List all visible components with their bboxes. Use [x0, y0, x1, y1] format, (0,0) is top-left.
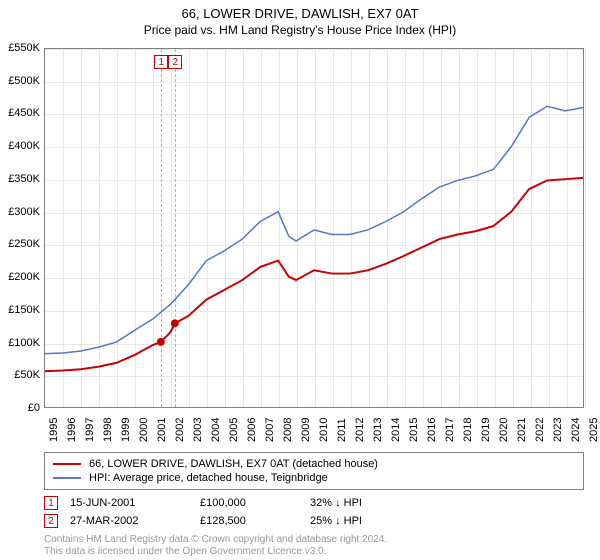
- x-axis-label: 2023: [552, 418, 564, 442]
- x-axis-label: 2000: [138, 418, 150, 442]
- x-axis-label: 1996: [66, 418, 78, 442]
- y-axis-label: £150K: [2, 304, 40, 316]
- x-axis-label: 1998: [102, 418, 114, 442]
- x-axis-label: 2022: [534, 418, 546, 442]
- gridline-v: [585, 49, 586, 407]
- x-axis-label: 2016: [426, 418, 438, 442]
- chart-lines: [45, 49, 583, 407]
- x-axis-label: 2001: [156, 418, 168, 442]
- x-axis-label: 1997: [84, 418, 96, 442]
- y-axis-label: £0: [2, 402, 40, 414]
- event-price: £100,000: [200, 497, 310, 509]
- x-axis-label: 2002: [174, 418, 186, 442]
- chart-subtitle: Price paid vs. HM Land Registry's House …: [0, 21, 600, 37]
- x-axis-label: 2007: [264, 418, 276, 442]
- legend-swatch: [53, 477, 81, 479]
- x-axis-label: 2008: [282, 418, 294, 442]
- legend-label: HPI: Average price, detached house, Teig…: [89, 472, 328, 484]
- legend-swatch: [53, 463, 81, 465]
- series-marker: [157, 338, 165, 346]
- y-axis-label: £550K: [2, 42, 40, 54]
- series-line: [45, 178, 583, 371]
- x-axis-label: 2003: [192, 418, 204, 442]
- event-date: 15-JUN-2001: [70, 497, 200, 509]
- event-badge: 1: [44, 496, 58, 510]
- x-axis-label: 2013: [372, 418, 384, 442]
- y-axis-label: £250K: [2, 238, 40, 250]
- x-axis-label: 1999: [120, 418, 132, 442]
- event-price: £128,500: [200, 515, 310, 527]
- x-axis-label: 2006: [246, 418, 258, 442]
- event-row: 2 27-MAR-2002£128,50025% ↓ HPI: [44, 512, 584, 530]
- x-axis-label: 2017: [444, 418, 456, 442]
- x-axis-label: 2024: [570, 418, 582, 442]
- y-axis-label: £200K: [2, 271, 40, 283]
- x-axis-label: 2021: [516, 418, 528, 442]
- footnote-line1: Contains HM Land Registry data © Crown c…: [44, 534, 387, 545]
- event-delta: 32% ↓ HPI: [310, 497, 390, 509]
- series-marker: [171, 319, 179, 327]
- footnote-line2: This data is licensed under the Open Gov…: [44, 546, 326, 557]
- event-date: 27-MAR-2002: [70, 515, 200, 527]
- x-axis-label: 2020: [498, 418, 510, 442]
- legend-row: HPI: Average price, detached house, Teig…: [53, 471, 575, 485]
- events-table: 1 15-JUN-2001£100,00032% ↓ HPI 2 27-MAR-200…: [44, 494, 584, 530]
- x-axis-label: 2015: [408, 418, 420, 442]
- y-axis-label: £100K: [2, 337, 40, 349]
- x-axis-label: 2004: [210, 418, 222, 442]
- x-axis-label: 2005: [228, 418, 240, 442]
- event-delta: 25% ↓ HPI: [310, 515, 390, 527]
- legend: 66, LOWER DRIVE, DAWLISH, EX7 0AT (detac…: [44, 452, 584, 490]
- y-axis-label: £50K: [2, 369, 40, 381]
- x-axis-label: 2012: [354, 418, 366, 442]
- x-axis-label: 2009: [300, 418, 312, 442]
- chart-plot-area: 12: [44, 48, 584, 408]
- x-axis-label: 2025: [588, 418, 600, 442]
- y-axis-label: £500K: [2, 75, 40, 87]
- event-row: 1 15-JUN-2001£100,00032% ↓ HPI: [44, 494, 584, 512]
- legend-row: 66, LOWER DRIVE, DAWLISH, EX7 0AT (detac…: [53, 457, 575, 471]
- footnote: Contains HM Land Registry data © Crown c…: [44, 534, 584, 557]
- y-axis-label: £450K: [2, 107, 40, 119]
- y-axis-label: £350K: [2, 173, 40, 185]
- series-line: [45, 106, 583, 353]
- event-badge: 2: [44, 514, 58, 528]
- y-axis-label: £400K: [2, 140, 40, 152]
- x-axis-label: 2018: [462, 418, 474, 442]
- x-axis-label: 2019: [480, 418, 492, 442]
- x-axis-label: 2011: [336, 418, 348, 442]
- chart-title: 66, LOWER DRIVE, DAWLISH, EX7 0AT: [0, 0, 600, 21]
- x-axis-label: 2010: [318, 418, 330, 442]
- y-axis-label: £300K: [2, 206, 40, 218]
- x-axis-label: 1995: [48, 418, 60, 442]
- x-axis-label: 2014: [390, 418, 402, 442]
- legend-label: 66, LOWER DRIVE, DAWLISH, EX7 0AT (detac…: [89, 458, 378, 470]
